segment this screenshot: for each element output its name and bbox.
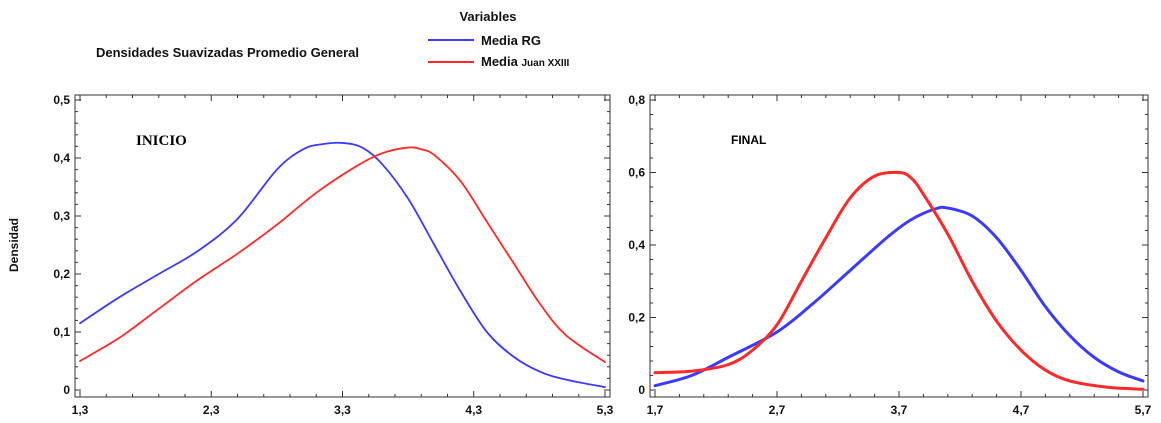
x-tick-label: 3,3 — [334, 403, 351, 417]
x-tick-label: 3,7 — [891, 403, 908, 417]
y-tick-label: 0,2 — [53, 267, 70, 281]
legend-title: Variables — [459, 9, 516, 24]
x-tick-label: 2,3 — [203, 403, 220, 417]
series-line-media-juan-xxiii — [79, 146, 606, 364]
panel-inicio: 1,3 2,3 3,3 4,3 5,3 0 0,1 0,2 0,3 0,4 0,5 Densidad I… — [7, 93, 614, 417]
series-line-media-rg — [653, 205, 1145, 388]
y-tick-label: 0 — [63, 383, 70, 397]
y-tick-label: 0,6 — [628, 166, 645, 180]
legend-entry: Media RG — [481, 33, 541, 48]
series-line-media-juan-xxiii — [653, 170, 1145, 391]
y-axis-label: Densidad — [7, 218, 21, 272]
legend: Media RG Media Juan XXIII — [428, 33, 569, 69]
x-tick-label: 5,3 — [597, 403, 614, 417]
panel-final: 1,7 2,7 3,7 4,7 5,7 0 0,2 0,4 0,6 0,8 FINAL — [628, 93, 1151, 417]
x-tick-label: 2,7 — [769, 403, 786, 417]
x-tick-label: 5,7 — [1135, 403, 1152, 417]
y-tick-label: 0,4 — [53, 151, 70, 165]
x-tick-label: 1,3 — [72, 403, 89, 417]
y-tick-label: 0,4 — [628, 238, 645, 252]
y-tick-label: 0 — [638, 383, 645, 397]
y-tick-label: 0,8 — [628, 93, 645, 107]
plot-frame — [649, 94, 1149, 398]
y-tick-label: 0,1 — [53, 325, 70, 339]
y-tick-label: 0,5 — [53, 93, 70, 107]
chart-title: Densidades Suavizadas Promedio General — [96, 45, 359, 60]
x-tick-label: 4,7 — [1013, 403, 1030, 417]
y-tick-label: 0,2 — [628, 311, 645, 325]
y-tick-label: 0,3 — [53, 209, 70, 223]
series-line-media-rg — [79, 141, 606, 388]
x-tick-label: 1,7 — [647, 403, 664, 417]
legend-entry: Media Juan XXIII — [481, 54, 569, 69]
panel-annotation: FINAL — [731, 133, 766, 147]
x-tick-label: 4,3 — [465, 403, 482, 417]
panel-annotation: INICIO — [136, 133, 187, 149]
